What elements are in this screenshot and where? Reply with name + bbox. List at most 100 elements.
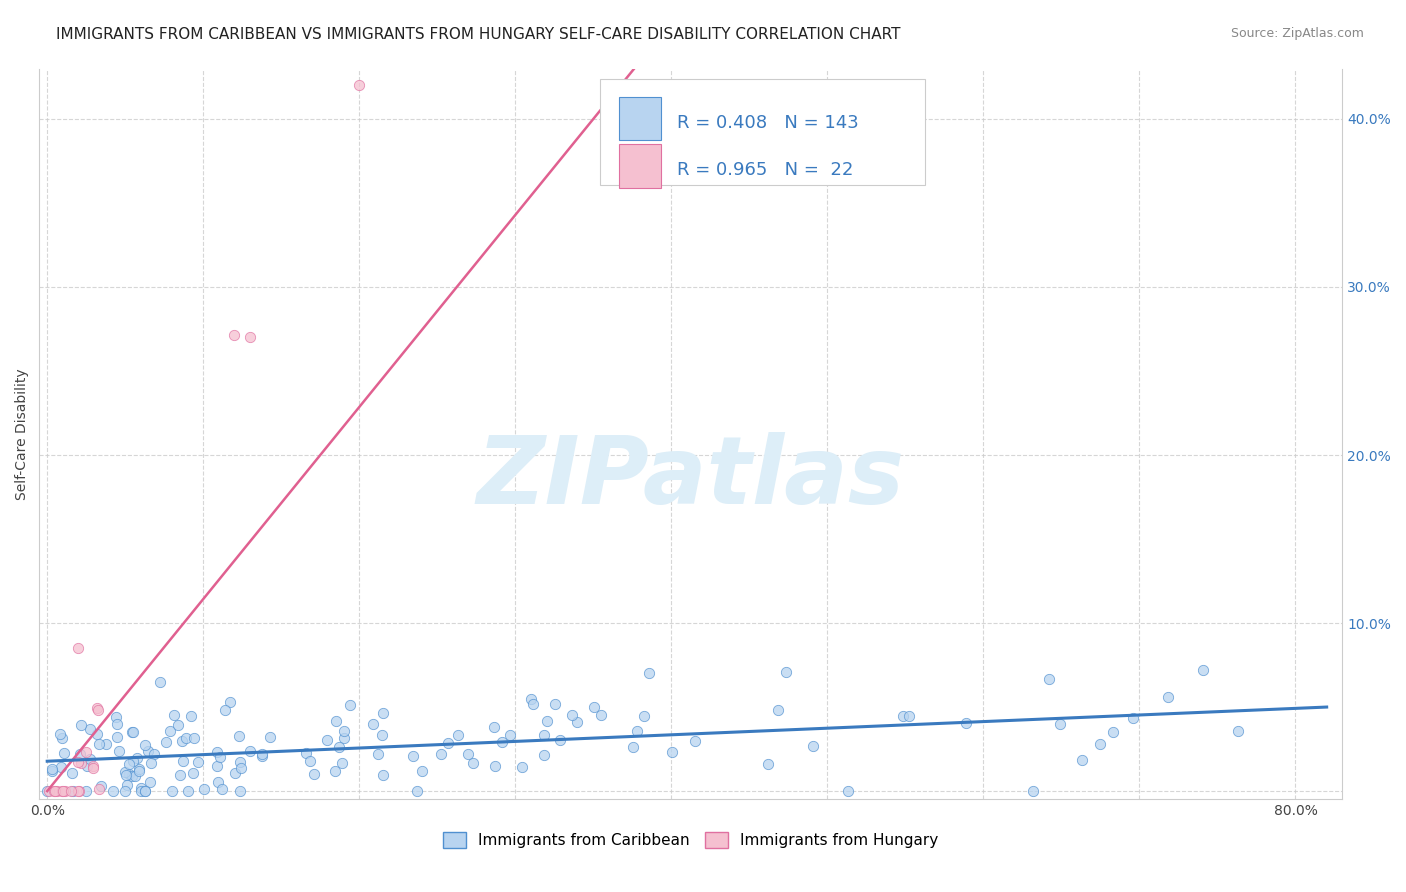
Point <box>53 784 76 798</box>
Point <box>1226 723 1249 738</box>
Point <box>136 744 159 758</box>
Point <box>129 784 152 798</box>
Point <box>75 745 97 759</box>
Point <box>104 709 127 723</box>
Point <box>207 774 229 789</box>
Point <box>134 738 156 752</box>
Point <box>51 731 73 745</box>
Point <box>228 730 250 744</box>
Point <box>457 747 479 761</box>
Point <box>118 756 141 771</box>
Point <box>193 782 215 797</box>
Point <box>62 784 84 798</box>
Point <box>205 745 228 759</box>
Point <box>219 695 242 709</box>
Point <box>129 780 152 795</box>
Point <box>53 746 76 760</box>
Point <box>436 736 458 750</box>
Point <box>1088 737 1111 751</box>
Point <box>69 747 91 761</box>
Point <box>371 706 394 721</box>
Point <box>59 784 82 798</box>
Point <box>758 756 780 771</box>
Point <box>402 748 425 763</box>
Text: R = 0.408   N = 143: R = 0.408 N = 143 <box>676 113 858 132</box>
Point <box>239 330 262 344</box>
Point <box>103 784 125 798</box>
Point <box>561 707 583 722</box>
Point <box>159 723 181 738</box>
Point <box>520 691 543 706</box>
Point <box>683 733 706 747</box>
Point <box>411 764 433 779</box>
Point <box>536 714 558 728</box>
Point <box>229 784 252 798</box>
Point <box>1122 711 1144 725</box>
Point <box>298 754 321 768</box>
Point <box>163 707 186 722</box>
Point <box>42 784 65 798</box>
Point <box>60 766 83 780</box>
Point <box>316 733 339 747</box>
Point <box>891 708 914 723</box>
Point <box>118 767 141 781</box>
Point <box>86 700 108 714</box>
Point <box>330 756 353 770</box>
Point <box>52 784 75 798</box>
Point <box>582 700 605 714</box>
Point <box>187 756 209 770</box>
FancyBboxPatch shape <box>619 97 661 140</box>
Point <box>155 735 177 749</box>
Point <box>766 702 789 716</box>
Point <box>128 764 150 779</box>
Point <box>626 724 648 739</box>
Point <box>172 755 194 769</box>
Point <box>589 707 612 722</box>
Legend: Immigrants from Caribbean, Immigrants from Hungary: Immigrants from Caribbean, Immigrants fr… <box>437 826 945 854</box>
Point <box>543 697 565 711</box>
Point <box>837 784 859 798</box>
Point <box>325 714 347 728</box>
Point <box>38 784 60 798</box>
Point <box>510 760 533 774</box>
Point <box>114 784 136 798</box>
Point <box>82 759 104 773</box>
Point <box>134 784 156 798</box>
Point <box>1038 673 1060 687</box>
Point <box>70 718 93 732</box>
Point <box>406 784 429 798</box>
Point <box>44 784 66 798</box>
Point <box>67 755 90 769</box>
Point <box>41 764 63 778</box>
Point <box>169 768 191 782</box>
Point <box>207 759 229 773</box>
Point <box>41 762 63 776</box>
Point <box>70 756 93 770</box>
Point <box>484 720 506 734</box>
Point <box>1022 784 1045 798</box>
Point <box>79 752 101 766</box>
Point <box>224 328 246 343</box>
Point <box>239 744 262 758</box>
Point <box>339 698 361 713</box>
Point <box>105 716 128 731</box>
Text: Source: ZipAtlas.com: Source: ZipAtlas.com <box>1230 27 1364 40</box>
Point <box>86 703 108 717</box>
Point <box>302 766 325 780</box>
Point <box>94 737 117 751</box>
Point <box>174 731 197 745</box>
Point <box>367 747 389 761</box>
Point <box>214 703 236 717</box>
Point <box>76 759 98 773</box>
Point <box>162 784 184 798</box>
Point <box>775 665 797 680</box>
Point <box>105 730 128 744</box>
Point <box>125 751 148 765</box>
Point <box>67 784 90 798</box>
Point <box>51 784 73 798</box>
Point <box>122 754 145 768</box>
Point <box>37 784 59 798</box>
Point <box>661 745 683 759</box>
Y-axis label: Self-Care Disability: Self-Care Disability <box>15 368 30 500</box>
Point <box>295 746 318 760</box>
